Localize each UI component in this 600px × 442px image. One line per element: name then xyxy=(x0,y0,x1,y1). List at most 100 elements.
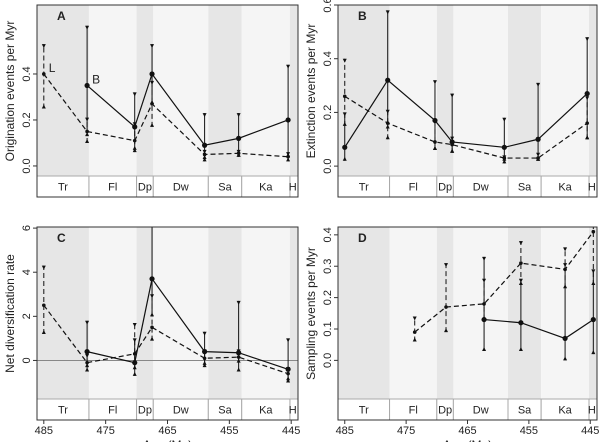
stage-band xyxy=(589,5,597,176)
error-cap xyxy=(202,157,207,162)
point xyxy=(481,316,487,323)
stage-label: Dw xyxy=(173,404,189,416)
error-cap xyxy=(385,135,390,140)
stage-band xyxy=(241,5,290,176)
point xyxy=(342,94,347,99)
point xyxy=(432,117,438,124)
stage-band xyxy=(153,227,209,399)
stage-box xyxy=(289,398,298,420)
point xyxy=(132,124,138,130)
error-cap xyxy=(236,300,241,305)
stage-label: Dw xyxy=(473,181,489,193)
y-tick-label: 0 xyxy=(21,357,33,363)
y-tick-label: 0.4 xyxy=(21,66,33,81)
y-axis-label: Extinction events per Myr xyxy=(304,24,318,159)
stage-label: Dp xyxy=(138,404,152,416)
error-cap xyxy=(85,320,90,325)
error-cap xyxy=(150,312,155,317)
stage-label: Sa xyxy=(518,181,532,193)
stage-band xyxy=(289,5,298,176)
stage-band xyxy=(389,5,437,176)
series-line xyxy=(86,277,289,370)
error-cap xyxy=(563,263,568,268)
error-cap xyxy=(518,278,523,283)
plot-frame xyxy=(337,226,598,421)
error-cap xyxy=(132,322,137,327)
point xyxy=(444,305,448,309)
error-cap xyxy=(41,265,46,270)
error-cap xyxy=(502,159,507,164)
x-tick-label: 485 xyxy=(35,425,53,437)
point xyxy=(518,320,524,326)
y-tick-label: 0.0 xyxy=(322,158,334,173)
error-cap xyxy=(286,378,291,383)
stage-label: Ka xyxy=(259,404,273,416)
point xyxy=(535,136,541,142)
panel-title: B xyxy=(358,9,367,23)
stage-band xyxy=(289,227,298,399)
point xyxy=(84,349,90,355)
series-line xyxy=(414,231,594,333)
stage-label: Fl xyxy=(409,404,418,416)
error-cap xyxy=(342,58,347,63)
stage-band xyxy=(508,227,542,399)
point xyxy=(590,316,596,323)
error-cap xyxy=(41,104,46,109)
y-tick-label: 0.2 xyxy=(322,290,334,305)
y-tick-label: 0.6 xyxy=(322,0,334,13)
error-cap xyxy=(432,146,437,151)
error-cap xyxy=(202,363,207,368)
x-tick-label: 475 xyxy=(96,425,114,437)
panel xyxy=(37,5,298,197)
stage-label: Dw xyxy=(473,404,489,416)
stage-band xyxy=(88,5,137,176)
point xyxy=(501,144,507,150)
error-cap xyxy=(518,346,523,351)
stage-label: Fl xyxy=(108,404,117,416)
error-cap xyxy=(150,208,154,212)
point xyxy=(42,72,46,76)
point xyxy=(202,142,208,148)
error-cap xyxy=(585,135,590,140)
error-cap xyxy=(444,328,449,333)
y-tick-label: 0.0 xyxy=(322,353,334,368)
panel xyxy=(338,227,597,420)
stage-label: Sa xyxy=(518,404,532,416)
plot-frame xyxy=(36,4,299,198)
error-cap xyxy=(482,346,487,351)
error-cap xyxy=(536,156,541,161)
point xyxy=(236,135,242,141)
point xyxy=(285,117,291,123)
y-tick-label: 2 xyxy=(21,313,33,319)
point xyxy=(236,350,242,356)
error-cap xyxy=(150,99,155,104)
y-axis-label: Origination events per Myr xyxy=(3,21,17,162)
point xyxy=(285,366,291,372)
point xyxy=(84,82,90,89)
x-tick-label: 465 xyxy=(458,425,476,437)
error-cap xyxy=(432,80,437,85)
stage-label: Sa xyxy=(218,181,232,193)
point xyxy=(591,229,596,234)
y-tick-label: 6 xyxy=(21,225,33,231)
y-axis-label: Sampling events per Myr xyxy=(304,247,318,380)
x-tick-label: 455 xyxy=(520,425,538,437)
x-axis-label: Age (Ma) xyxy=(443,438,492,442)
stage-label: Hi xyxy=(588,404,598,416)
stage-label: Hi xyxy=(289,181,299,193)
error-cap xyxy=(585,37,590,42)
stage-band xyxy=(338,227,390,399)
stage-band xyxy=(208,5,242,176)
error-cap xyxy=(385,10,390,15)
error-cap xyxy=(85,138,90,143)
stage-box xyxy=(289,175,298,197)
error-cap xyxy=(591,350,596,355)
x-tick-label: 465 xyxy=(158,425,176,437)
stage-label: Fl xyxy=(108,181,117,193)
annotation: B xyxy=(92,73,100,87)
plot-frame xyxy=(36,226,299,421)
error-cap xyxy=(132,371,137,376)
y-tick-label: 0.4 xyxy=(322,51,334,66)
stage-band xyxy=(88,227,137,399)
x-tick-label: 475 xyxy=(397,425,415,437)
